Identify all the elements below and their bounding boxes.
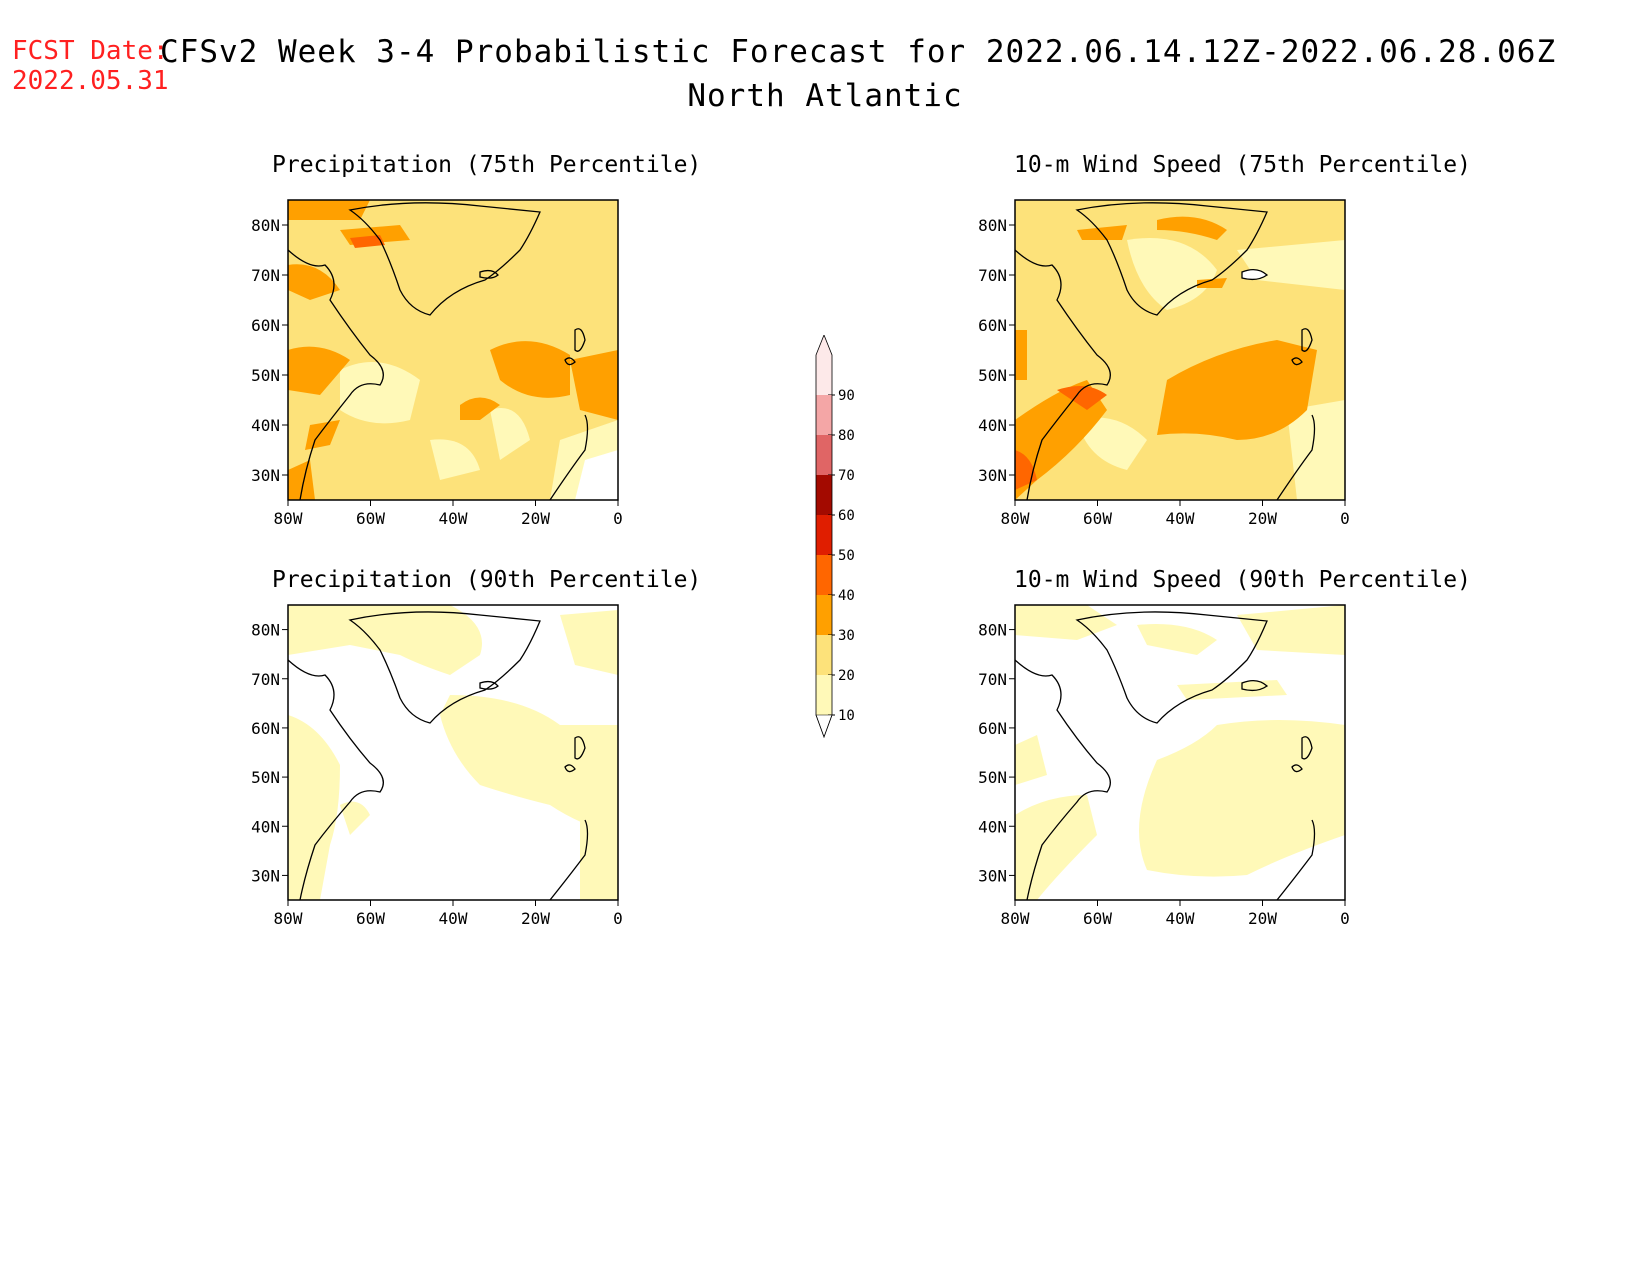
- colorbar-label: 60: [838, 508, 855, 524]
- colorbar-outline: [815, 333, 833, 739]
- lat-tick-label: 50N: [251, 768, 280, 787]
- lon-tick-label: 40W: [439, 509, 468, 528]
- lat-tick-label: 50N: [978, 366, 1007, 385]
- precip-90-map: 80N 70N 60N 50N 40N 30N 80W 60W 40W 20W 0: [251, 604, 623, 928]
- lon-tick-label: 60W: [356, 909, 385, 928]
- lat-tick-label: 60N: [978, 316, 1007, 335]
- lon-tick-label: 20W: [521, 509, 550, 528]
- lat-tick-label: 60N: [251, 719, 280, 738]
- lon-tick-label: 60W: [1083, 909, 1112, 928]
- lon-tick-label: 20W: [1248, 509, 1277, 528]
- colorbar-segment: [816, 635, 832, 675]
- lon-tick-label: 40W: [439, 909, 468, 928]
- lon-tick-label: 40W: [1166, 509, 1195, 528]
- fcst-date-value: 2022.05.31: [12, 66, 169, 96]
- lat-tick-label: 30N: [251, 466, 280, 485]
- colorbar-top-cap: [816, 335, 832, 355]
- lat-tick-label: 40N: [978, 817, 1007, 836]
- wind-90-map: 80N 70N 60N 50N 40N 30N 80W 60W 40W 20W 0: [978, 604, 1350, 928]
- lat-tick-label: 60N: [251, 316, 280, 335]
- lon-tick-label: 40W: [1166, 909, 1195, 928]
- lon-tick-label: 20W: [521, 909, 550, 928]
- panel-title: Precipitation (90th Percentile): [272, 567, 702, 593]
- lat-tick-label: 70N: [251, 266, 280, 285]
- lat-tick-label: 70N: [251, 670, 280, 689]
- colorbar-label: 80: [838, 428, 855, 444]
- lat-tick-label: 70N: [978, 670, 1007, 689]
- wind-75-map: 80N 70N 60N 50N 40N 30N 80W 60W 40W 20W 0: [978, 199, 1350, 528]
- lon-tick-label: 80W: [1001, 509, 1030, 528]
- panel-title: 10-m Wind Speed (75th Percentile): [1014, 152, 1471, 178]
- lon-tick-label: 0: [613, 509, 623, 528]
- colorbar: 90 80 70 60 50 40 30 20 10: [810, 333, 890, 745]
- lat-tick-label: 30N: [978, 466, 1007, 485]
- lon-tick-label: 80W: [274, 909, 303, 928]
- colorbar-segment: [816, 515, 832, 555]
- region-subtitle: North Atlantic: [687, 78, 963, 114]
- lon-tick-label: 0: [1340, 909, 1350, 928]
- colorbar-label: 90: [838, 388, 855, 404]
- colorbar-segment: [816, 435, 832, 475]
- lat-tick-label: 80N: [251, 216, 280, 235]
- colorbar-segment: [816, 675, 832, 715]
- panel-title: Precipitation (75th Percentile): [272, 152, 702, 178]
- colorbar-svg: 90 80 70 60 50 40 30 20 10: [815, 333, 855, 739]
- lat-tick-label: 70N: [978, 266, 1007, 285]
- lat-tick-label: 40N: [251, 416, 280, 435]
- colorbar-segment: [816, 395, 832, 435]
- colorbar-segment: [816, 475, 832, 515]
- lat-tick-label: 30N: [978, 866, 1007, 885]
- precip-75-map: 80N 70N 60N 50N 40N 30N 80W 60W 40W 20W 0: [251, 199, 623, 528]
- lat-tick-label: 30N: [251, 866, 280, 885]
- colorbar-segment: [816, 595, 832, 635]
- lat-tick-label: 80N: [978, 621, 1007, 640]
- lat-tick-label: 40N: [251, 817, 280, 836]
- lon-tick-label: 80W: [1001, 909, 1030, 928]
- colorbar-label: 10: [838, 708, 855, 724]
- lon-tick-label: 0: [1340, 509, 1350, 528]
- colorbar-label: 70: [838, 468, 855, 484]
- page-title: CFSv2 Week 3-4 Probabilistic Forecast fo…: [160, 34, 1557, 70]
- colorbar-label: 40: [838, 588, 855, 604]
- fcst-date-label: FCST Date:: [12, 36, 169, 66]
- colorbar-label: 30: [838, 628, 855, 644]
- lon-tick-label: 80W: [274, 509, 303, 528]
- lat-tick-label: 50N: [978, 768, 1007, 787]
- lon-tick-label: 60W: [356, 509, 385, 528]
- lat-tick-label: 50N: [251, 366, 280, 385]
- lat-tick-label: 80N: [978, 216, 1007, 235]
- forecast-date: FCST Date: 2022.05.31: [12, 36, 169, 96]
- lat-tick-label: 40N: [978, 416, 1007, 435]
- lat-tick-label: 80N: [251, 621, 280, 640]
- lon-tick-label: 0: [613, 909, 623, 928]
- colorbar-label: 50: [838, 548, 855, 564]
- colorbar-label: 20: [838, 668, 855, 684]
- lat-tick-label: 60N: [978, 719, 1007, 738]
- colorbar-segment: [816, 355, 832, 395]
- panel-title: 10-m Wind Speed (90th Percentile): [1014, 567, 1471, 593]
- lon-tick-label: 60W: [1083, 509, 1112, 528]
- colorbar-bottom-cap: [815, 714, 833, 738]
- lon-tick-label: 20W: [1248, 909, 1277, 928]
- colorbar-segment: [816, 555, 832, 595]
